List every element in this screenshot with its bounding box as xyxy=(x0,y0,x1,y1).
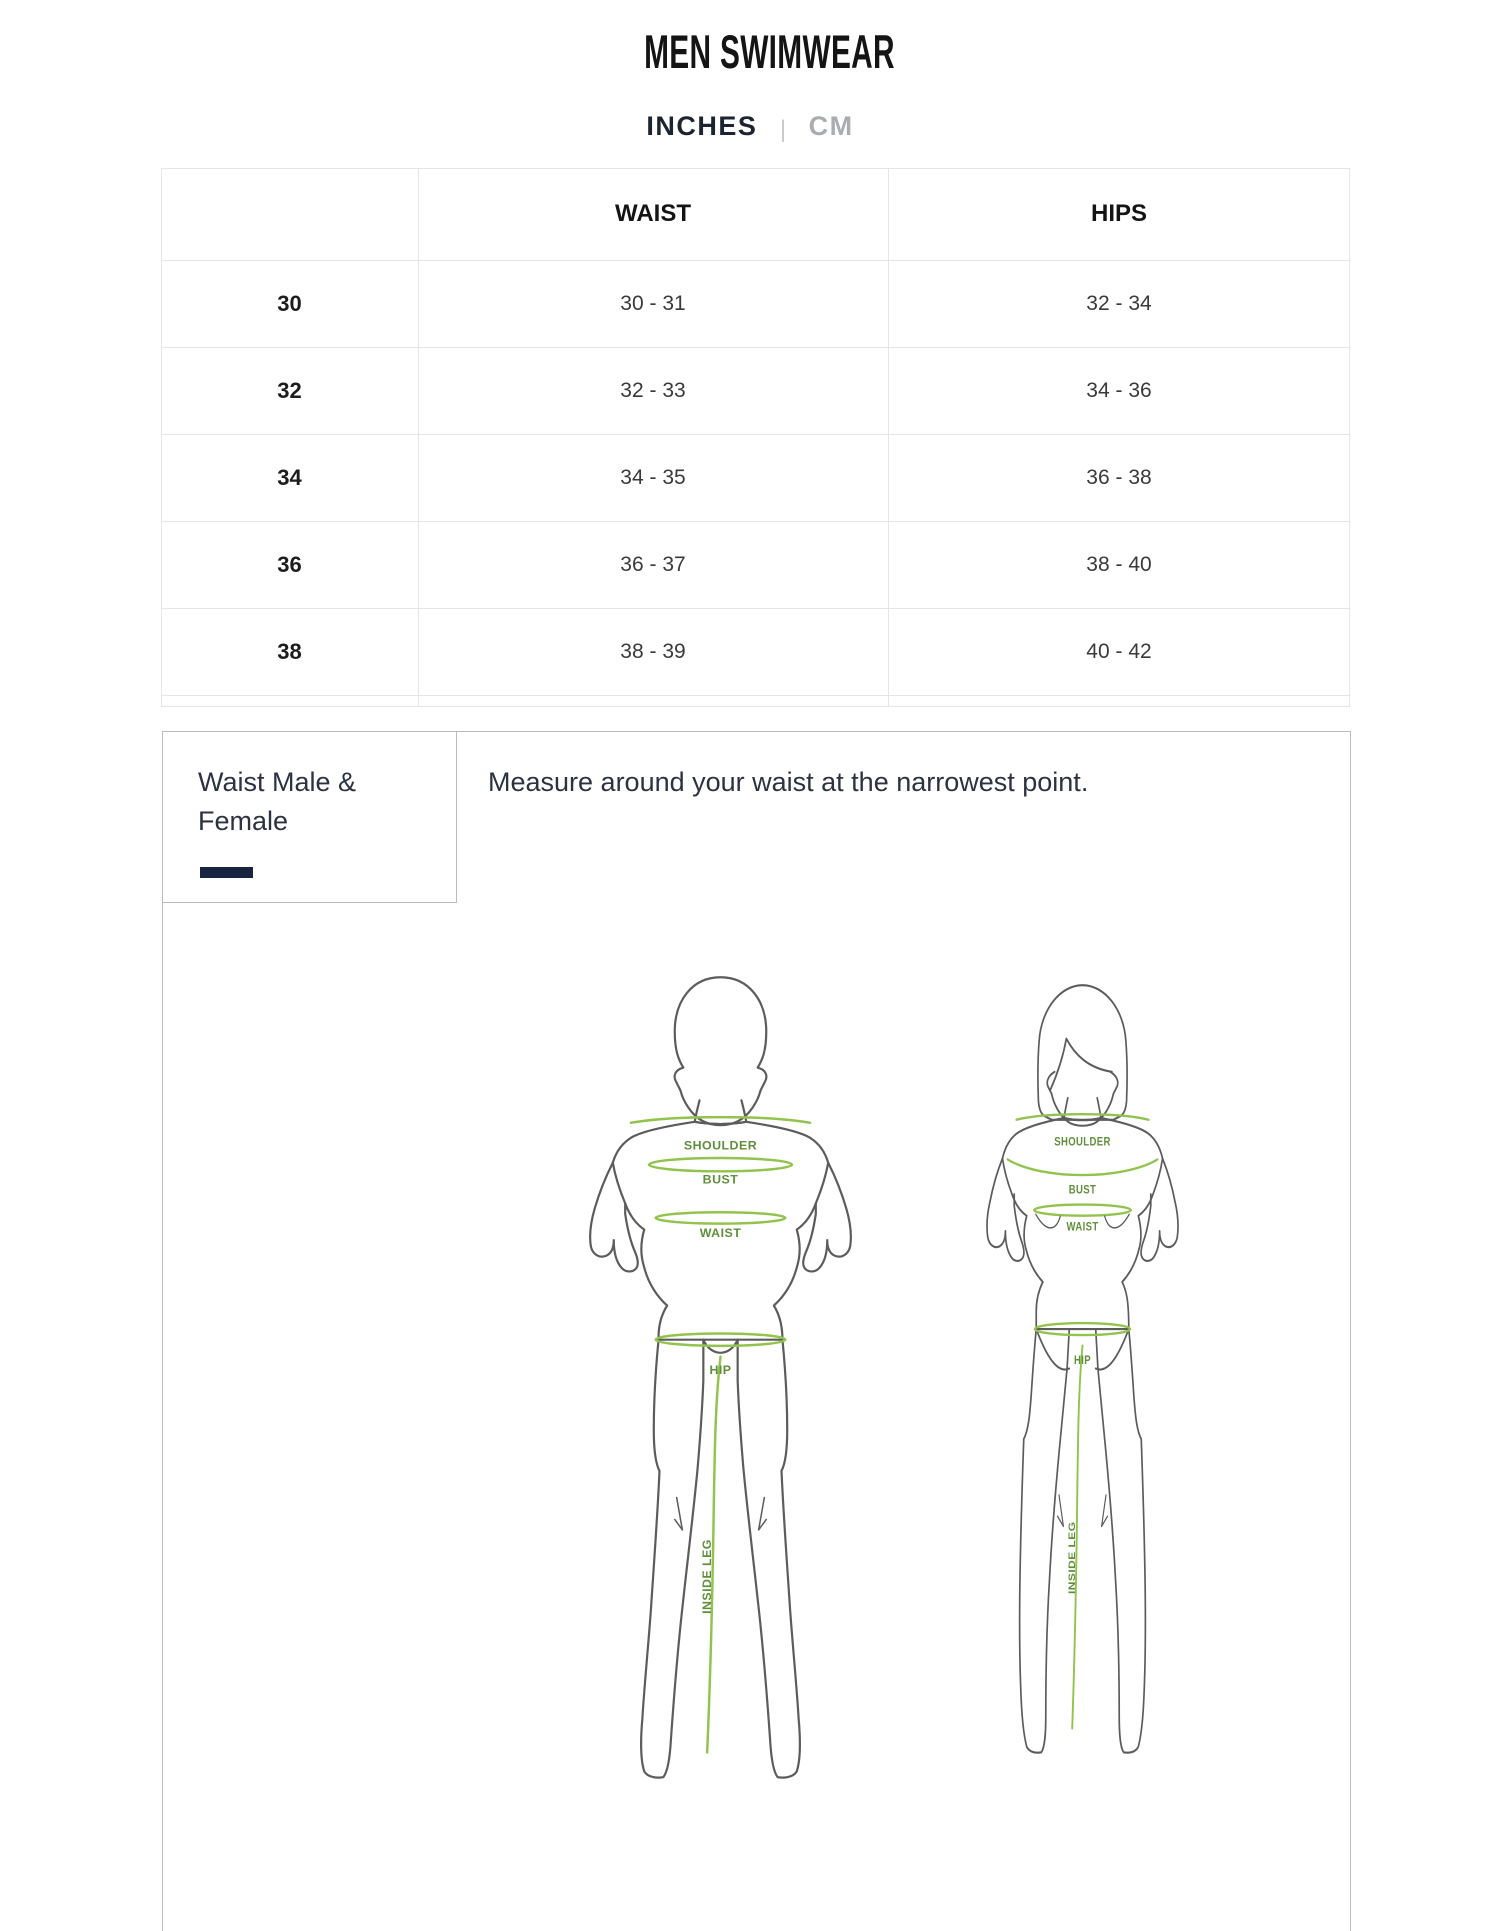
svg-text:INSIDE LEG: INSIDE LEG xyxy=(1067,1521,1078,1594)
svg-text:SHOULDER: SHOULDER xyxy=(684,1138,757,1152)
svg-text:HIP: HIP xyxy=(1074,1354,1091,1367)
svg-text:HIP: HIP xyxy=(709,1363,731,1377)
svg-text:BUST: BUST xyxy=(1069,1184,1096,1197)
svg-text:WAIST: WAIST xyxy=(1066,1220,1098,1233)
svg-text:INSIDE LEG: INSIDE LEG xyxy=(700,1539,714,1614)
svg-text:SHOULDER: SHOULDER xyxy=(1054,1136,1110,1149)
svg-text:WAIST: WAIST xyxy=(700,1226,742,1240)
svg-text:BUST: BUST xyxy=(703,1173,739,1187)
